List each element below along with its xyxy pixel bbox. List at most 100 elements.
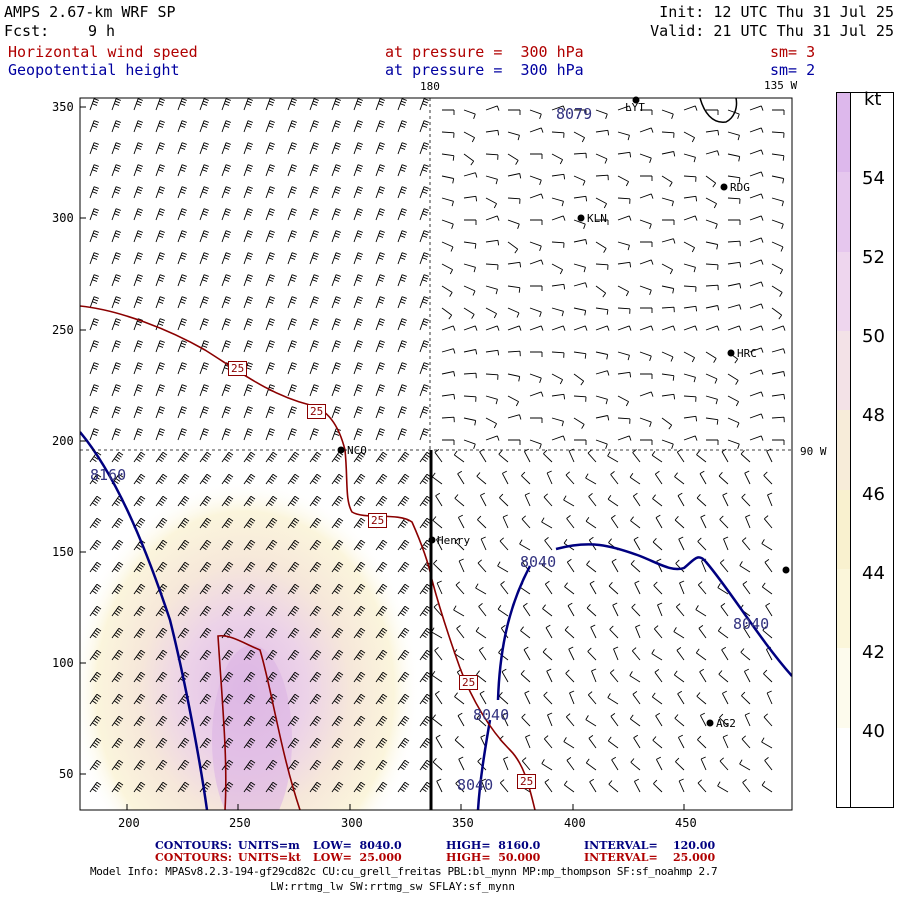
wind-barb (463, 307, 475, 319)
wind-barb (463, 325, 478, 331)
wind-barb (508, 109, 521, 115)
wind-barb (243, 406, 253, 419)
wind-barb (419, 252, 429, 265)
wind-barb (591, 668, 597, 683)
wind-barb (749, 259, 764, 265)
wind-barb (353, 737, 366, 749)
wind-barb (419, 340, 429, 353)
wind-barb (177, 539, 190, 551)
wind-barb (485, 129, 500, 136)
wind-barb (397, 208, 407, 221)
wind-barb (111, 561, 124, 573)
colorbar-swatch (837, 569, 851, 649)
wind-barb (573, 373, 585, 386)
wind-barb (596, 219, 609, 225)
speed-contour-label: 25 (459, 675, 479, 690)
wind-barb (739, 561, 751, 573)
wind-barb (633, 734, 641, 749)
wind-barb (287, 120, 297, 133)
colorbar-swatch (837, 727, 851, 807)
wind-barb (309, 715, 322, 727)
wind-barb (133, 693, 146, 705)
wind-barb (133, 362, 143, 375)
wind-barb (419, 495, 432, 507)
wind-barb (309, 274, 319, 287)
wind-barb (331, 98, 341, 111)
wind-barb (375, 649, 388, 661)
wind-barb (419, 583, 432, 595)
wind-barb (520, 626, 531, 639)
wind-barb (508, 439, 521, 445)
wind-barb (243, 451, 256, 463)
wind-barb (453, 605, 465, 617)
wind-barb (595, 325, 610, 331)
wind-barb (375, 561, 388, 573)
wind-barb (629, 714, 641, 727)
wind-barb (111, 164, 121, 177)
wind-barb (585, 758, 597, 771)
wind-barb (595, 174, 609, 181)
wind-barb (546, 470, 553, 485)
colorbar (836, 92, 894, 808)
wind-barb (155, 186, 165, 199)
wind-barb (566, 757, 575, 771)
wind-barb (309, 649, 322, 661)
contours-speed-units: UNITS=kt (238, 851, 301, 864)
wind-barb (309, 252, 319, 265)
wind-barb (199, 473, 212, 485)
wind-barb (397, 649, 410, 661)
wind-barb (177, 384, 187, 397)
wind-barb (652, 736, 663, 749)
wind-barb (111, 120, 121, 133)
wind-barb (375, 605, 388, 617)
colorbar-swatch (837, 251, 851, 331)
wind-barb (588, 735, 597, 749)
wind-barb (661, 238, 676, 244)
speed-contour-label: 25 (368, 513, 388, 528)
wind-barb (640, 439, 653, 445)
wind-barb (463, 153, 475, 166)
wind-barb (265, 495, 278, 507)
wind-barb (521, 515, 531, 529)
wind-barb (133, 715, 146, 727)
wind-barb (530, 285, 543, 291)
wind-barb (419, 120, 429, 133)
wind-barb (617, 371, 632, 378)
wind-barb (419, 98, 429, 111)
wind-barb (529, 373, 542, 383)
wind-barb (155, 296, 165, 309)
wind-barb (722, 492, 729, 507)
speed-contour-25-south (217, 634, 301, 810)
wind-barb (155, 230, 165, 243)
wind-barb (652, 538, 663, 551)
wind-barb (111, 473, 124, 485)
wind-barb (331, 384, 341, 397)
height-contour-label: 8079 (556, 105, 593, 123)
wind-barb (155, 495, 168, 507)
wind-barb (705, 219, 718, 229)
wind-barb (607, 693, 619, 705)
wind-barb (155, 671, 168, 683)
wind-barb (609, 625, 619, 639)
wind-barb (199, 340, 209, 353)
wind-barb (375, 142, 385, 155)
wind-barb (655, 514, 663, 529)
wind-barb (353, 318, 363, 331)
wind-barb (749, 149, 764, 155)
wind-barb (653, 779, 663, 793)
wind-barb (353, 186, 363, 199)
wind-barb (331, 517, 344, 529)
wind-barb (375, 671, 388, 683)
wind-barb (419, 164, 429, 177)
wind-barb (740, 648, 751, 661)
wind-barb (705, 395, 718, 405)
wind-barb (629, 671, 641, 683)
wind-barb (507, 285, 521, 293)
wind-barb (544, 537, 553, 551)
wind-barb (243, 164, 253, 177)
wind-barb (353, 142, 363, 155)
wind-barb (700, 514, 707, 529)
wind-barb (436, 536, 443, 551)
wind-barb (177, 605, 190, 617)
wind-barb (523, 646, 531, 661)
